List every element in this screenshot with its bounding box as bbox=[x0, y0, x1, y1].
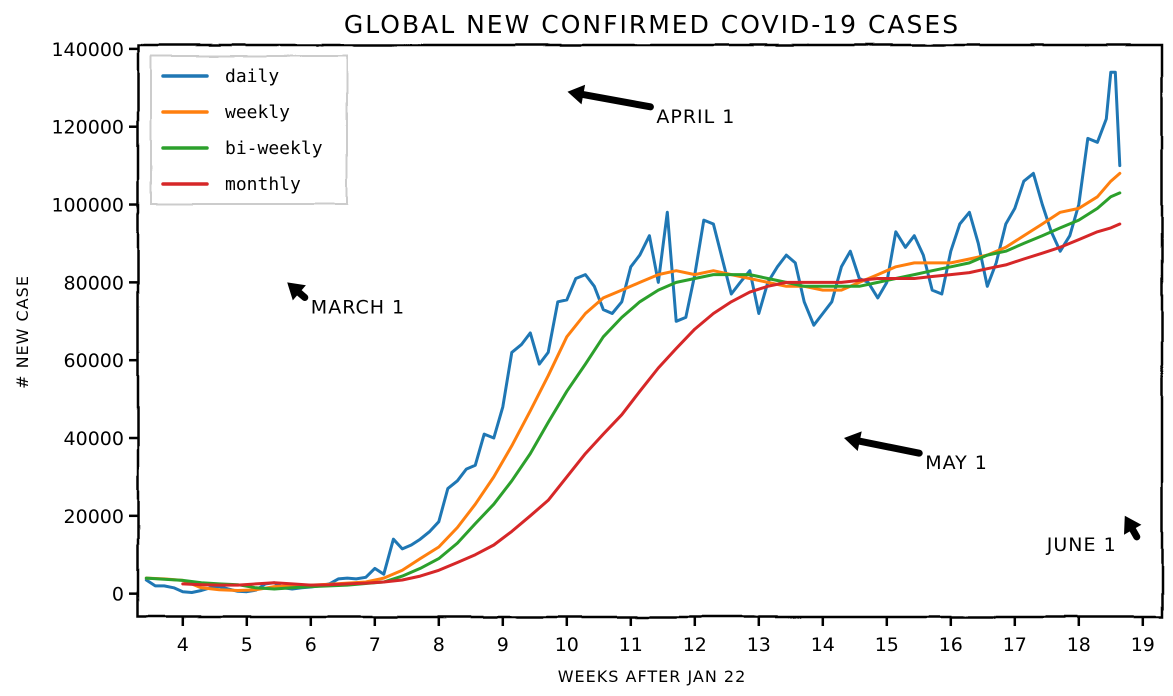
annotation-arrowhead-0 bbox=[287, 282, 306, 301]
legend-label-daily: daily bbox=[225, 66, 279, 87]
x-tick-label: 8 bbox=[433, 634, 445, 656]
y-tick-label: 40000 bbox=[64, 428, 124, 450]
annotation-arrowhead-1 bbox=[567, 84, 586, 105]
y-tick-label: 80000 bbox=[64, 272, 124, 294]
annotation-label-2: MAY 1 bbox=[925, 452, 988, 474]
legend-label-weekly: weekly bbox=[225, 102, 290, 123]
y-tick-label: 140000 bbox=[51, 39, 124, 61]
y-tick-label: 120000 bbox=[51, 117, 124, 139]
annotation-label-0: MARCH 1 bbox=[311, 296, 405, 318]
x-tick-label: 5 bbox=[241, 634, 253, 656]
y-tick-label: 60000 bbox=[64, 350, 124, 372]
plot-area: 0 20000 40000 60000 80000 100000 120000 140000 4… bbox=[51, 39, 1164, 656]
annotation-arrowhead-2 bbox=[844, 431, 862, 451]
annotation-arrow-0 bbox=[295, 289, 309, 301]
x-tick-label: 17 bbox=[1003, 634, 1027, 656]
y-axis-label: # NEW CASE bbox=[13, 275, 32, 389]
x-tick-label: 13 bbox=[747, 634, 771, 656]
x-tick-label: 18 bbox=[1067, 634, 1091, 656]
x-tick-label: 9 bbox=[497, 634, 509, 656]
x-tick-label: 15 bbox=[875, 634, 899, 656]
legend-label-bi-weekly: bi-weekly bbox=[225, 138, 323, 159]
series-line-monthly bbox=[181, 222, 1122, 587]
annotation-arrowhead-3 bbox=[1124, 515, 1142, 535]
annotation-arrow-2 bbox=[856, 437, 923, 457]
x-tick-label: 7 bbox=[369, 634, 381, 656]
x-tick-label: 6 bbox=[305, 634, 317, 656]
annotation-arrow-1 bbox=[579, 91, 654, 111]
x-tick-label: 19 bbox=[1131, 634, 1155, 656]
x-tick-label: 14 bbox=[811, 634, 835, 656]
chart-title: GLOBAL NEW CONFIRMED COVID-19 CASES bbox=[344, 10, 960, 39]
x-axis-label: WEEKS AFTER JAN 22 bbox=[558, 667, 747, 686]
x-tick-label: 4 bbox=[177, 634, 189, 656]
x-tick-label: 12 bbox=[683, 634, 707, 656]
axes-frame bbox=[136, 43, 1164, 619]
legend: daily weekly bi-weekly monthly bbox=[150, 55, 348, 205]
annotation-label-3: JUNE 1 bbox=[1046, 534, 1117, 556]
x-tick-label: 11 bbox=[619, 634, 643, 656]
y-tick-label: 0 bbox=[112, 584, 124, 606]
y-tick-label: 20000 bbox=[64, 506, 124, 528]
x-tick-label: 10 bbox=[555, 634, 579, 656]
legend-label-monthly: monthly bbox=[225, 174, 301, 195]
y-tick-label: 100000 bbox=[51, 195, 124, 217]
legend-box bbox=[150, 55, 348, 205]
annotation-label-1: APRIL 1 bbox=[656, 106, 735, 128]
x-tick-label: 16 bbox=[939, 634, 963, 656]
series-line-bi-weekly bbox=[144, 191, 1122, 591]
annotation-arrow-3 bbox=[1129, 526, 1141, 541]
series-line-weekly bbox=[144, 171, 1122, 592]
